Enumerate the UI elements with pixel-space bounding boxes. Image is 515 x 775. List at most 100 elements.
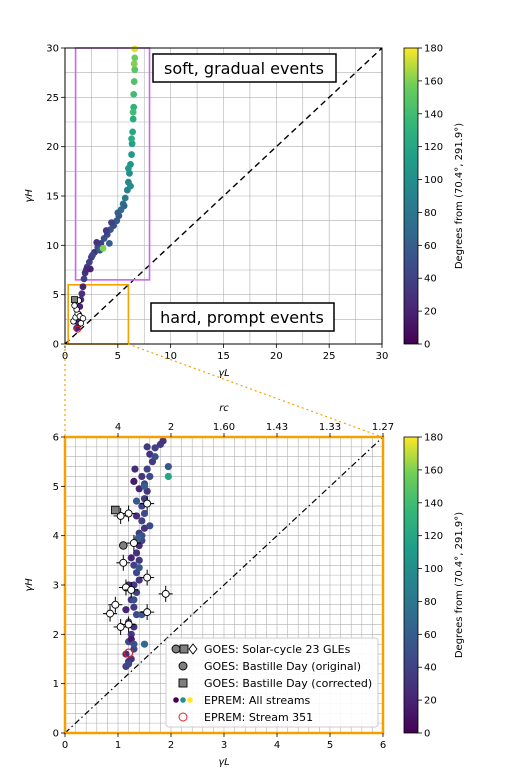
x-tick-label: 20 [270, 351, 283, 362]
eprem-point [130, 596, 138, 604]
eprem-point [130, 640, 138, 648]
eprem-point [164, 472, 172, 481]
eprem-point [125, 660, 133, 668]
x-tick-label: 3 [221, 740, 227, 751]
goes-gle-point [143, 573, 152, 582]
stream-351-point [124, 648, 134, 658]
soft-annotation: soft, gradual events [152, 53, 337, 83]
legend-marker-bastille-original [178, 661, 188, 671]
bottom-top-axis-label: rc [219, 403, 229, 414]
eprem-point [134, 534, 142, 542]
eprem-point [130, 60, 138, 68]
eprem-point [128, 135, 135, 143]
eprem-point [164, 463, 172, 471]
eprem-point [132, 549, 141, 557]
bottom-y-ticks: 0 1 2 3 4 5 6 [53, 433, 65, 740]
legend-label-bastille-original: GOES: Bastille Day (original) [204, 660, 361, 673]
top-axis-tick-label: 1.60 [213, 422, 235, 433]
colorbar-tick-label: 0 [424, 340, 430, 351]
colorbar-tick-label: 180 [424, 44, 443, 55]
y-tick-label: 20 [46, 142, 59, 153]
eprem-point [130, 78, 138, 85]
eprem-point [131, 465, 139, 473]
y-tick-label: 4 [53, 531, 59, 542]
eprem-point [131, 54, 139, 62]
eprem-point [128, 140, 136, 148]
bottom-x-axis-label: γL [218, 757, 230, 768]
goes-gle-point [71, 302, 78, 309]
eprem-point [120, 202, 128, 210]
bastille-corrected-point [71, 296, 78, 304]
top-y-ticks: 0 5 10 15 20 25 30 [46, 44, 65, 351]
zoom-connector-right [127, 343, 383, 438]
goes-gle-point [77, 320, 85, 327]
colorbar-tick-label: 40 [424, 663, 437, 674]
eprem-point [130, 103, 138, 111]
top-y-axis-label: γH [24, 189, 35, 203]
eprem-point [80, 275, 88, 283]
eprem-point [130, 90, 138, 98]
colorbar-tick-label: 160 [424, 465, 443, 476]
eprem-point [131, 66, 139, 74]
eprem-point [129, 115, 137, 123]
eprem-point [138, 517, 146, 525]
eprem-point [138, 472, 146, 481]
goes-gle-point [119, 558, 128, 567]
eprem-point [129, 108, 137, 116]
eprem-point [127, 554, 135, 562]
top-axis-tick-label: 2 [168, 422, 174, 433]
goes-gle-point [143, 499, 152, 508]
colorbar-tick-label: 120 [424, 531, 443, 542]
x-tick-label: 25 [323, 351, 336, 362]
y-tick-label: 0 [53, 340, 59, 351]
bottom-diagonal-line [64, 436, 384, 734]
hard-annotation-box [150, 302, 335, 332]
y-tick-label: 3 [53, 581, 59, 592]
x-tick-label: 6 [380, 740, 386, 751]
legend-marker-stream-351 [178, 712, 188, 722]
hard-annotation-text: hard, prompt events [160, 308, 324, 327]
goes-gle-point [143, 608, 152, 617]
eprem-point [102, 227, 110, 234]
top-axis-tick-label: 1.43 [266, 422, 288, 433]
top-axis-tick-label: 4 [115, 422, 121, 433]
eprem-point [105, 239, 113, 247]
eprem-point [131, 45, 139, 53]
legend-label-eprem-all: EPREM: All streams [204, 694, 311, 707]
eprem-point [86, 265, 94, 273]
goes-gle-point [106, 609, 115, 618]
bottom-top-axis-ticks: 4 2 1.60 1.43 1.33 1.27 [115, 422, 394, 437]
eprem-point [129, 128, 137, 136]
x-tick-label: 4 [274, 740, 280, 751]
eprem-point [143, 465, 151, 473]
legend-marker-goes-gles [171, 643, 198, 655]
x-tick-label: 10 [164, 351, 177, 362]
bottom-colorbar-label: Degrees from (70.4°, 291.9°) [454, 512, 465, 658]
top-axis-tick-label: 1.33 [319, 422, 341, 433]
y-tick-label: 30 [46, 44, 59, 55]
top-x-ticks: 0 5 10 15 20 25 30 [62, 344, 389, 362]
eprem-point [140, 509, 149, 518]
x-tick-label: 30 [376, 351, 389, 362]
eprem-point [108, 219, 115, 227]
top-colorbar-label: Degrees from (70.4°, 291.9°) [454, 123, 465, 269]
eprem-point [151, 453, 159, 461]
eprem-point [130, 603, 138, 611]
eprem-point [135, 564, 143, 572]
eprem-point [135, 576, 143, 584]
y-tick-label: 15 [46, 192, 59, 203]
x-tick-label: 0 [62, 740, 68, 751]
y-tick-label: 5 [53, 482, 59, 493]
bottom-colorbar [403, 436, 419, 734]
colorbar-tick-label: 80 [424, 208, 437, 219]
eprem-point [132, 611, 141, 619]
colorbar-tick-label: 140 [424, 498, 443, 509]
goes-gle-point [116, 622, 125, 631]
bottom-x-ticks: 0 1 2 3 4 5 6 [62, 733, 386, 751]
eprem-point [140, 640, 149, 648]
colorbar-tick-label: 120 [424, 142, 443, 153]
legend: GOES: Solar-cycle 23 GLEs GOES: Bastille… [165, 637, 379, 728]
legend-label-bastille-corrected: GOES: Bastille Day (corrected) [204, 677, 372, 690]
y-tick-label: 10 [46, 241, 59, 252]
